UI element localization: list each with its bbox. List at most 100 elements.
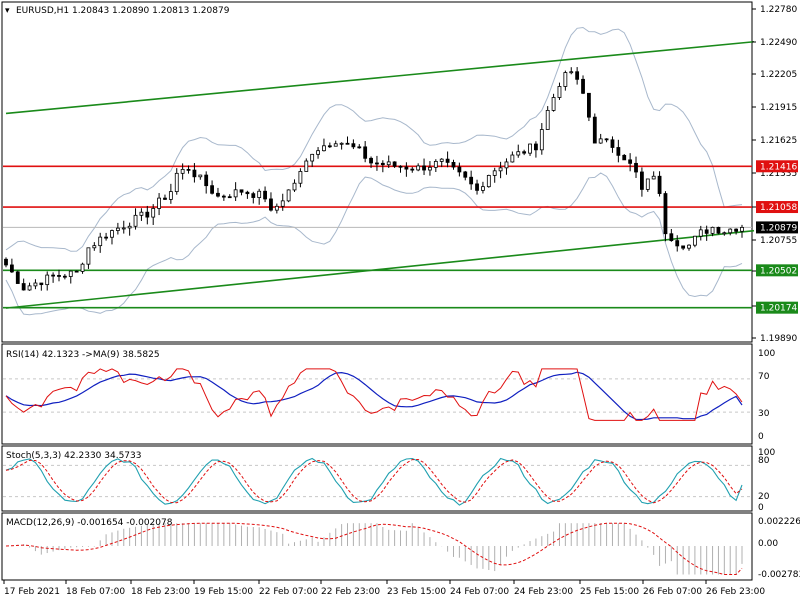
price-tag-red-level: 1.21058 [760,203,797,213]
candle-body [669,233,674,242]
candle-body [728,228,733,234]
time-tick-label: 22 Feb 23:00 [321,587,380,597]
candle-body [451,162,456,168]
candle-body [587,92,591,118]
candle-body [534,143,538,151]
price-tag-bg [756,160,798,173]
candle-body [380,162,385,166]
candle-body [304,160,309,172]
candle-body [274,205,279,211]
price-tag-red-level: 1.21416 [760,162,797,172]
bollinger-lower [5,172,743,316]
macd-tick-label: -0.002783 [758,570,800,580]
candle-body [363,146,368,159]
rsi-plot [3,368,752,421]
price-tag-green-level: 1.20174 [760,304,797,314]
stoch-pane[interactable] [1,445,753,512]
candle-body [433,161,438,168]
candle-body [734,228,739,232]
candle-body [404,166,409,170]
candle-body [221,195,226,198]
candle-body [616,147,621,156]
candle-body [127,225,132,229]
candle-body [198,174,203,178]
candle-body [133,214,138,227]
macd-signal-line [5,522,743,575]
candle-body [416,165,421,171]
time-tick-label: 23 Feb 15:00 [387,587,446,597]
candle-body [581,78,585,94]
candle-body [369,157,373,164]
candle-body [310,153,315,162]
candle-body [327,145,332,148]
candle-body [21,283,26,291]
candle-body [681,245,686,249]
candle-body [298,171,303,184]
price-tag-bg [756,301,798,314]
candle-body [575,71,580,80]
candle-body [528,143,532,154]
candle-body [27,285,32,291]
candle-body [216,192,220,197]
candle-body [286,189,291,202]
candle-body [345,142,350,145]
candle-body [339,142,344,145]
candle-body [545,109,550,130]
macd-plot [5,522,743,575]
candle-body [722,232,727,235]
candle-body [269,198,273,211]
candle-body [375,162,379,165]
rsi-ma-line [5,371,743,421]
candle-body [598,138,603,144]
stoch-main-line [5,457,743,506]
time-tick-label: 24 Feb 23:00 [514,587,573,597]
candle-body [186,168,191,171]
symbol-dropdown-icon[interactable]: ▾ [5,6,10,16]
price-plot [3,26,755,316]
price-tick-label: 1.19890 [760,334,797,344]
price-tick-label: 1.21915 [760,103,797,113]
candle-body [280,200,285,207]
price-pane[interactable] [1,1,753,343]
candle-body [486,174,491,188]
time-tick-label: 19 Feb 15:00 [194,587,253,597]
candle-body [39,282,44,286]
symbol-header: EURUSD,H1 1.20843 1.20890 1.20813 1.2087… [16,6,230,16]
price-tick-label: 1.22780 [760,5,797,15]
candle-body [628,159,633,164]
candle-body [239,189,244,193]
candle-body [4,258,8,266]
time-tick-label: 18 Feb 23:00 [131,587,190,597]
candle-body [33,282,38,287]
candle-body [498,167,503,172]
rsi-tick-label: 0 [758,432,764,442]
rsi-tick-label: 100 [758,349,775,359]
candle-body [227,196,232,199]
candle-body [522,151,527,154]
candle-body [504,161,509,169]
stoch-plot [3,457,752,506]
macd-tick-label: 0.00 [758,539,778,549]
candle-body [698,229,703,237]
candle-body [657,175,662,194]
price-tag-bg [756,221,798,234]
bollinger-upper [5,26,743,252]
candle-body [110,230,114,238]
candle-body [333,143,338,147]
stoch-label: Stoch(5,3,3) 42.2330 34.5733 [6,451,141,461]
candle-body [704,229,709,234]
candle-body [663,193,668,235]
candle-body [245,191,250,195]
time-tick-label: 17 Feb 2021 [4,587,60,597]
candle-body [398,165,403,168]
time-tick-label: 26 Feb 07:00 [643,587,702,597]
candle-body [98,236,103,247]
candle-body [716,226,721,234]
stoch-tick-label: 0 [758,503,764,513]
candle-body [92,245,97,249]
candle-body [145,211,150,218]
candle-body [510,154,515,163]
price-tick-label: 1.22205 [760,70,797,80]
rsi-tick-label: 70 [758,372,770,382]
